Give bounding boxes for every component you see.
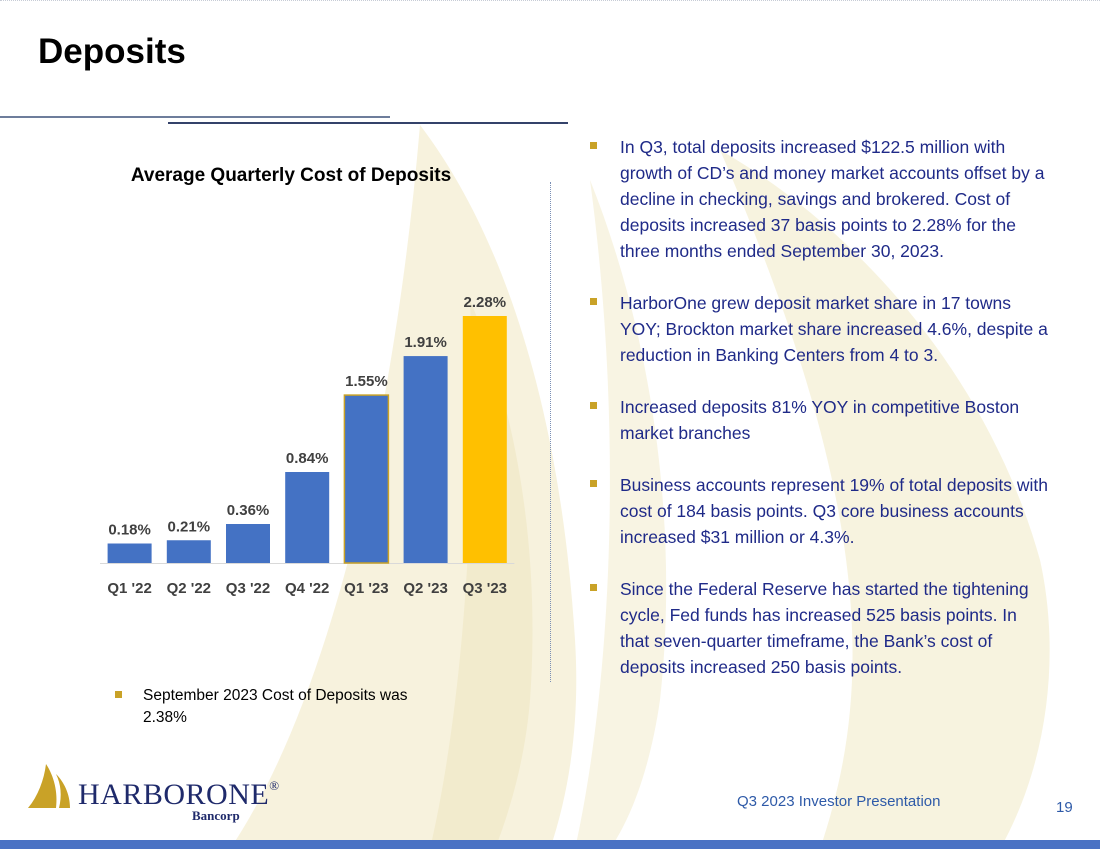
bullet-item: In Q3, total deposits increased $122.5 m… (590, 134, 1050, 264)
top-dotted-border (0, 0, 1100, 1)
bar-3 (285, 472, 330, 563)
cost-note-text: September 2023 Cost of Deposits was 2.38… (143, 687, 408, 726)
x-tick-label-5: Q2 '23 (403, 580, 447, 597)
x-tick-label-2: Q3 '22 (226, 580, 270, 597)
x-tick-label-4: Q1 '23 (344, 580, 388, 597)
logo-wordmark: HARBORONE® (78, 778, 280, 811)
bullet-square-icon (590, 402, 597, 409)
bar-2 (226, 524, 270, 563)
data-label-1: 0.21% (168, 518, 211, 535)
x-tick-label-6: Q3 '23 (463, 580, 507, 597)
cost-of-deposits-chart: 0.18% Q1 '22 0.21% Q2 '22 0.36% Q3 '22 0.84% Q4… (100, 294, 515, 597)
bottom-bar (0, 840, 1100, 849)
bullet-square-icon (590, 142, 597, 149)
x-tick-label-0: Q1 '22 (107, 580, 151, 597)
bar-1 (166, 540, 211, 563)
bullet-text: Increased deposits 81% YOY in competitiv… (620, 397, 1020, 443)
bullet-square-icon (590, 480, 597, 487)
cost-note: September 2023 Cost of Deposits was 2.38… (115, 685, 455, 729)
data-label-6: 2.28% (464, 294, 507, 311)
data-label-3: 0.84% (286, 450, 329, 467)
harborone-logo: HARBORONE® Bancorp (26, 760, 286, 823)
column-divider (550, 182, 551, 682)
logo-subtitle: Bancorp (192, 808, 240, 823)
bullet-square-icon (115, 691, 122, 698)
bullet-text: HarborOne grew deposit market share in 1… (620, 293, 1048, 365)
footer-text: Q3 2023 Investor Presentation (737, 793, 941, 810)
title-rule-light (0, 116, 390, 118)
data-label-2: 0.36% (227, 502, 270, 519)
chart-title: Average Quarterly Cost of Deposits (130, 165, 452, 186)
bar-0 (107, 543, 152, 563)
bullet-square-icon (590, 298, 597, 305)
data-label-0: 0.18% (108, 522, 151, 539)
bullet-list: In Q3, total deposits increased $122.5 m… (590, 134, 1050, 680)
bullet-item: Since the Federal Reserve has started th… (590, 576, 1050, 680)
title-rule-dark (168, 122, 568, 124)
page-number: 19 (1056, 799, 1073, 816)
bullet-text: Since the Federal Reserve has started th… (620, 579, 1029, 677)
bullet-square-icon (590, 584, 597, 591)
bar-5 (403, 356, 448, 563)
page-title: Deposits (38, 32, 186, 71)
bullet-text: In Q3, total deposits increased $122.5 m… (620, 137, 1045, 261)
bullet-text: Business accounts represent 19% of total… (620, 475, 1049, 547)
bullet-item: Increased deposits 81% YOY in competitiv… (590, 394, 1050, 446)
bullet-item: Business accounts represent 19% of total… (590, 472, 1050, 550)
bar-6 (462, 316, 507, 563)
sail-logo-icon (28, 764, 70, 808)
data-label-4: 1.55% (345, 373, 388, 390)
bullet-item: HarborOne grew deposit market share in 1… (590, 290, 1050, 368)
x-tick-label-3: Q4 '22 (285, 580, 329, 597)
data-label-5: 1.91% (404, 334, 447, 351)
bar-4 (343, 394, 390, 564)
x-tick-label-1: Q2 '22 (167, 580, 211, 597)
